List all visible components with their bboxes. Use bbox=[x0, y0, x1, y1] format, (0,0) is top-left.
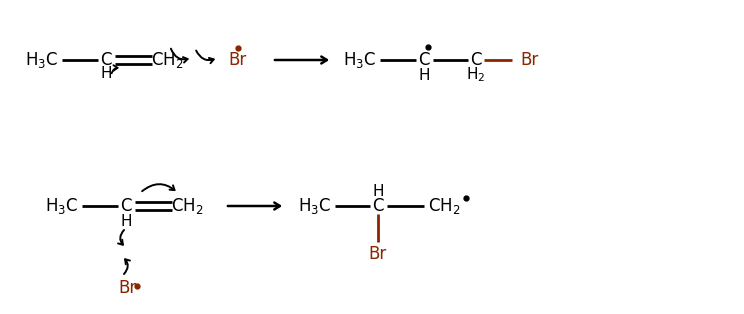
Text: H: H bbox=[372, 183, 384, 198]
Text: H$_3$C: H$_3$C bbox=[45, 196, 79, 216]
Text: H: H bbox=[100, 67, 112, 82]
Text: Br: Br bbox=[521, 51, 539, 69]
Text: H: H bbox=[121, 214, 132, 229]
Text: H$_3$C: H$_3$C bbox=[298, 196, 332, 216]
Text: H$_3$C: H$_3$C bbox=[25, 50, 59, 70]
Text: H$_2$: H$_2$ bbox=[466, 66, 486, 84]
Text: Br: Br bbox=[369, 245, 387, 263]
Text: CH$_2$: CH$_2$ bbox=[428, 196, 461, 216]
Text: C: C bbox=[418, 51, 430, 69]
Text: C: C bbox=[121, 197, 132, 215]
Text: H$_3$C: H$_3$C bbox=[344, 50, 376, 70]
Text: CH$_2$: CH$_2$ bbox=[170, 196, 203, 216]
Text: H: H bbox=[418, 68, 430, 83]
Text: CH$_2$: CH$_2$ bbox=[151, 50, 183, 70]
Text: C: C bbox=[470, 51, 482, 69]
Text: Br: Br bbox=[229, 51, 247, 69]
Text: C: C bbox=[372, 197, 384, 215]
Text: Br: Br bbox=[118, 279, 136, 297]
Text: C: C bbox=[100, 51, 112, 69]
